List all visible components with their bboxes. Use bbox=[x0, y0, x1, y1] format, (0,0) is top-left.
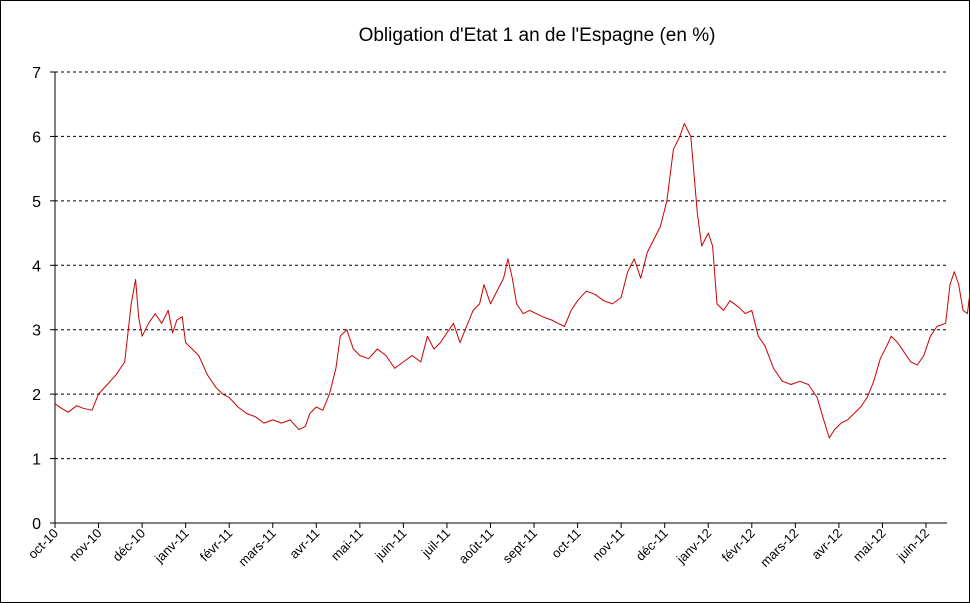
y-tick-label: 5 bbox=[32, 194, 41, 211]
y-tick-label: 2 bbox=[32, 387, 41, 404]
series-layer bbox=[54, 123, 970, 439]
x-tick-label: avr-12 bbox=[808, 526, 845, 563]
x-tick-label: avr-11 bbox=[286, 526, 322, 562]
x-tick-label: août-11 bbox=[456, 526, 497, 567]
x-tick-label: mars-11 bbox=[235, 526, 279, 570]
x-tick-label: janv-12 bbox=[673, 526, 714, 567]
x-tick-label: déc-10 bbox=[110, 526, 149, 565]
x-tick-label: nov-11 bbox=[589, 526, 627, 564]
x-tick-labels: oct-10 nov-10 déc-10 janv-11 févr-11 mars-11 a… bbox=[25, 526, 932, 570]
y-tick-label: 6 bbox=[32, 129, 41, 146]
grid-lines bbox=[55, 71, 947, 460]
y-tick-label: 4 bbox=[32, 258, 41, 275]
y-tick-label: 3 bbox=[32, 323, 41, 340]
x-tick-label: janv-11 bbox=[151, 526, 192, 567]
y-tick-label: 1 bbox=[32, 452, 41, 469]
x-tick-label: mai-11 bbox=[328, 526, 366, 564]
x-tick-label: mars-12 bbox=[757, 526, 801, 570]
x-tick-label: oct-11 bbox=[548, 526, 583, 561]
x-tick-label: oct-10 bbox=[25, 526, 61, 562]
series-line bbox=[54, 123, 970, 439]
axes bbox=[50, 71, 947, 528]
x-tick-label: déc-11 bbox=[633, 526, 671, 564]
x-tick-label: mai-12 bbox=[850, 526, 889, 565]
x-tick-label: juil-11 bbox=[418, 526, 453, 561]
x-tick-label: févr-12 bbox=[719, 526, 758, 565]
x-tick-label: nov-10 bbox=[66, 526, 105, 565]
x-tick-label: févr-11 bbox=[197, 526, 236, 565]
x-tick-label: juin-12 bbox=[893, 526, 932, 565]
x-tick-label: sept-11 bbox=[500, 526, 541, 567]
chart-title: Obligation d'Etat 1 an de l'Espagne (en … bbox=[359, 25, 716, 46]
x-tick-label: juin-11 bbox=[371, 526, 409, 564]
y-tick-label: 7 bbox=[32, 65, 41, 82]
y-tick-label: 0 bbox=[32, 516, 41, 533]
y-tick-labels: 0 1 2 3 4 5 6 7 bbox=[32, 65, 41, 533]
